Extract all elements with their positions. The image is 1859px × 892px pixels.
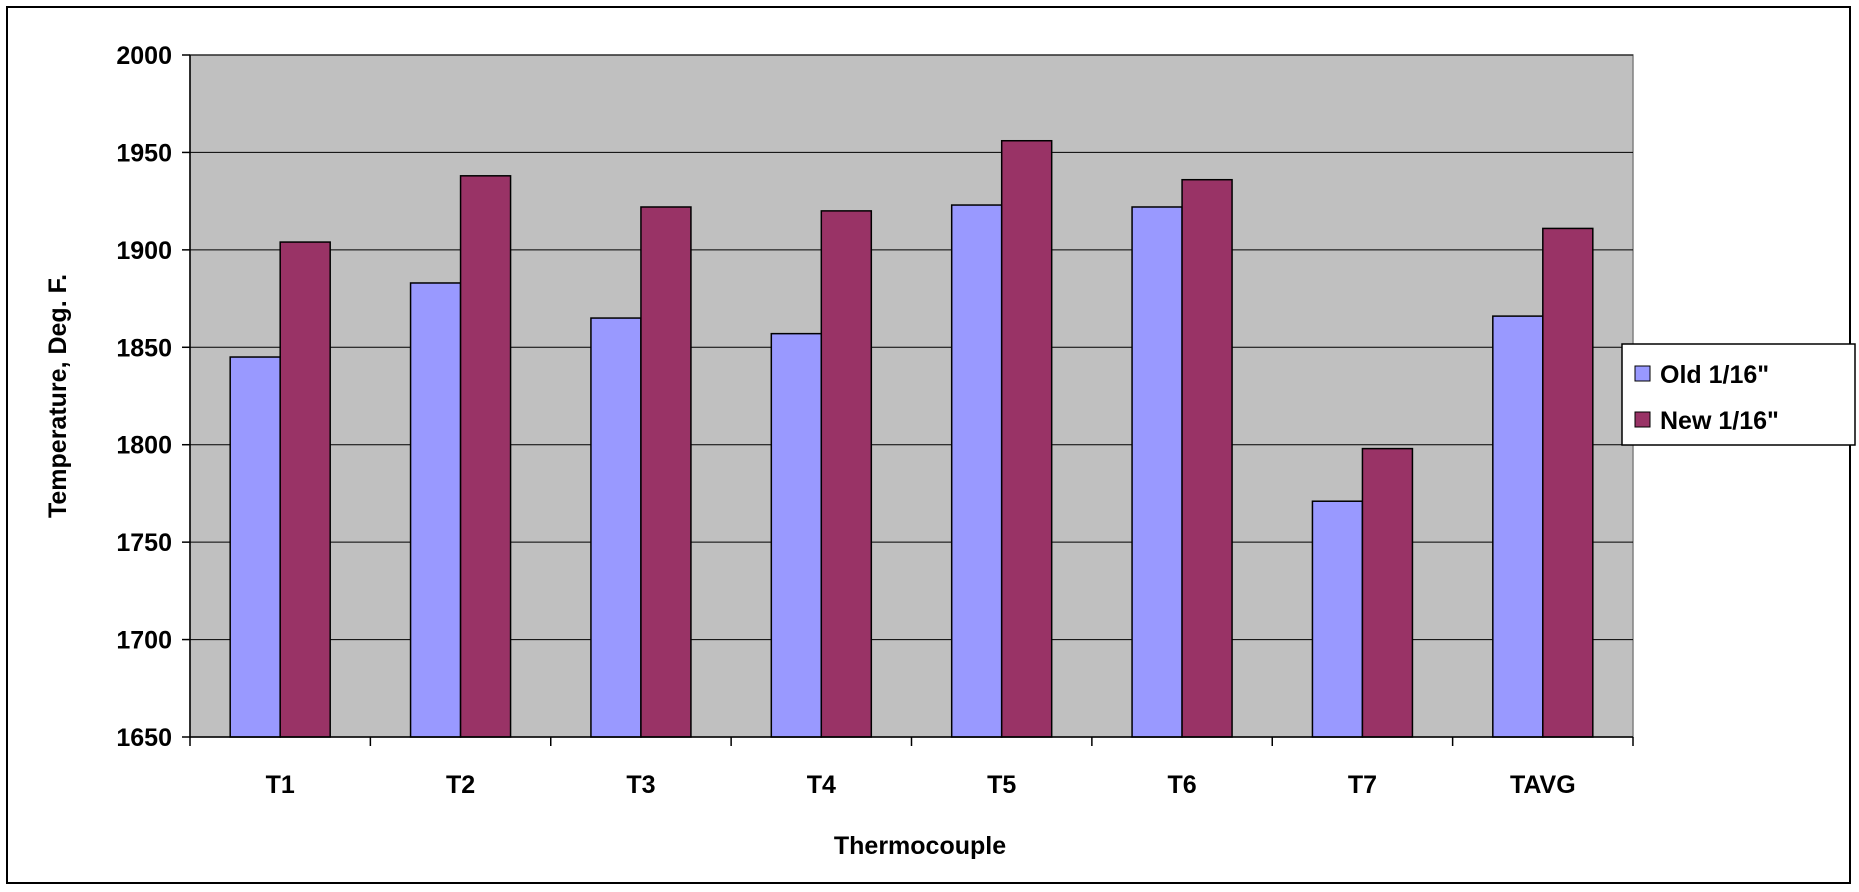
bar-old-tavg bbox=[1492, 315, 1544, 738]
bar-old-t4 bbox=[770, 332, 823, 738]
y-tick-label: 1950 bbox=[116, 139, 172, 167]
x-tick-label: T3 bbox=[626, 771, 655, 799]
bar-old-t1 bbox=[229, 356, 281, 738]
bar-old-t2 bbox=[409, 282, 462, 738]
bar-new-t1 bbox=[279, 241, 331, 738]
x-axis-title: Thermocouple bbox=[834, 832, 1006, 860]
bars bbox=[229, 139, 1594, 738]
legend-swatch-new bbox=[1634, 411, 1651, 428]
x-tick-label: T5 bbox=[987, 771, 1016, 799]
legend: Old 1/16" New 1/16" bbox=[1621, 343, 1856, 446]
bar-old-t6 bbox=[1131, 206, 1183, 738]
y-tick-label: 1700 bbox=[116, 627, 172, 655]
y-tick-label: 1850 bbox=[116, 334, 172, 362]
bar-new-t5 bbox=[1000, 139, 1053, 738]
bar-old-t3 bbox=[590, 317, 642, 738]
y-tick-label: 1750 bbox=[116, 529, 172, 557]
bar-old-t5 bbox=[950, 204, 1003, 738]
legend-box bbox=[1621, 343, 1856, 446]
x-tick-label: T2 bbox=[446, 771, 475, 799]
bar-new-tavg bbox=[1542, 227, 1594, 738]
y-tick-label: 1650 bbox=[116, 724, 172, 752]
x-tick-label: T6 bbox=[1167, 771, 1196, 799]
y-tick-label: 1800 bbox=[116, 432, 172, 460]
y-axis-ticks: 1650 1700 1750 1800 1850 1900 1950 2000 bbox=[116, 42, 190, 752]
y-axis-title: Temperature, Deg. F. bbox=[44, 274, 72, 518]
x-tick-label: TAVG bbox=[1510, 771, 1576, 799]
legend-label-old: Old 1/16" bbox=[1660, 361, 1769, 389]
bar-new-t4 bbox=[820, 210, 873, 738]
legend-label-new: New 1/16" bbox=[1660, 407, 1779, 435]
bar-old-t7 bbox=[1311, 500, 1364, 738]
bar-new-t7 bbox=[1361, 447, 1414, 738]
legend-swatch-old bbox=[1634, 365, 1651, 382]
y-tick-label: 1900 bbox=[116, 237, 172, 265]
x-tick-label: T4 bbox=[807, 771, 836, 799]
x-tick-label: T7 bbox=[1348, 771, 1377, 799]
y-tick-label: 2000 bbox=[116, 42, 172, 70]
plot-area bbox=[189, 54, 1634, 738]
x-tick-label: T1 bbox=[266, 771, 295, 799]
bar-new-t2 bbox=[459, 175, 512, 738]
x-axis-ticks: T1 T2 T3 T4 T5 T6 T7 TAVG bbox=[189, 737, 1634, 799]
bar-new-t6 bbox=[1181, 178, 1233, 738]
bar-new-t3 bbox=[640, 206, 692, 738]
